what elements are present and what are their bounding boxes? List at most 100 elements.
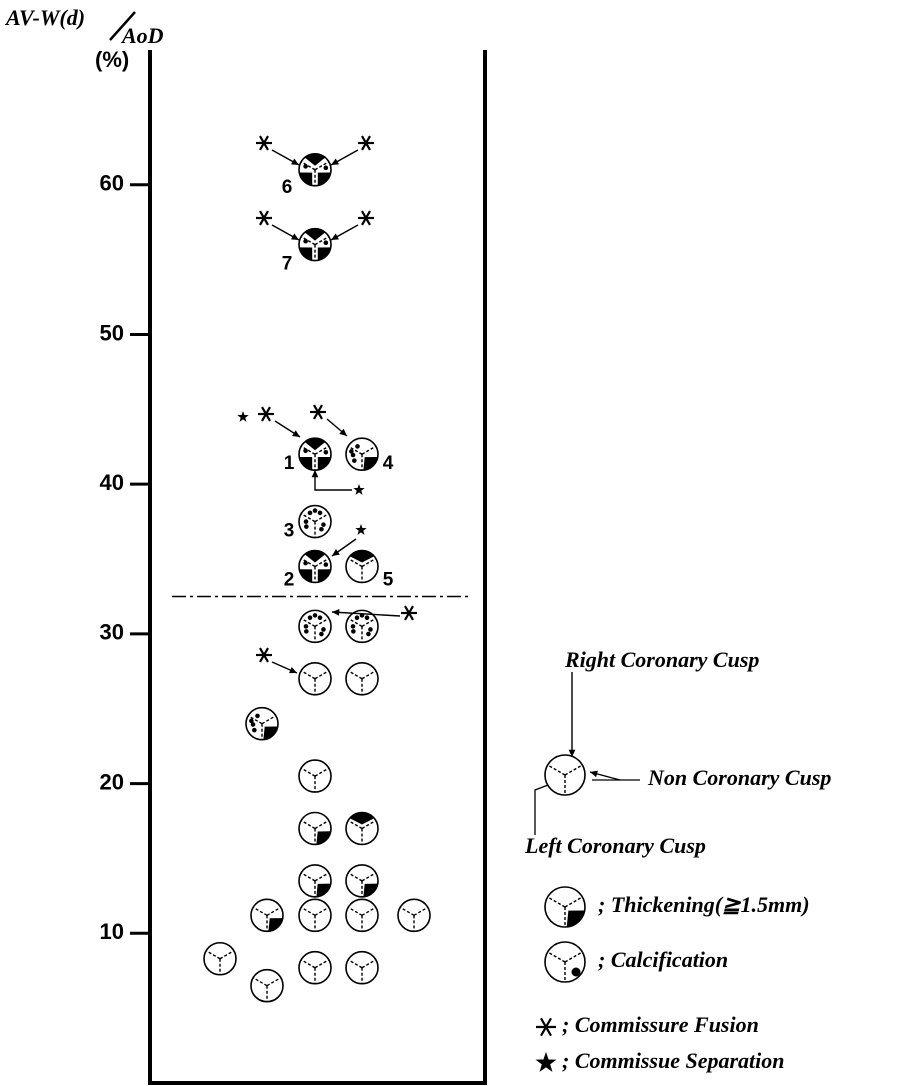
- calcification: [304, 629, 309, 634]
- valve-point: [298, 227, 332, 262]
- commissure: [300, 959, 316, 969]
- valve-point: [345, 950, 379, 985]
- valve-point: [345, 661, 379, 696]
- calcification: [318, 177, 324, 183]
- valve-point: [298, 661, 332, 696]
- leader: [534, 784, 549, 835]
- commissure: [361, 670, 377, 680]
- commissure: [300, 872, 316, 882]
- arrow: [331, 611, 401, 617]
- point-label: 7: [282, 254, 293, 275]
- thickening: [316, 831, 331, 845]
- commissure: [564, 764, 583, 776]
- commissure: [547, 764, 566, 776]
- arrow-head: [331, 158, 339, 165]
- star-symbol: [237, 411, 249, 422]
- commissure: [347, 959, 363, 969]
- commissure: [266, 977, 282, 987]
- commissure: [314, 872, 330, 882]
- calcification: [351, 629, 356, 634]
- y-label-denominator: AoD: [120, 23, 164, 48]
- commissure: [300, 617, 316, 627]
- commissure: [314, 236, 330, 246]
- valve-point: [203, 941, 237, 976]
- valve-point: [345, 437, 379, 472]
- calcification: [303, 624, 309, 629]
- y-tick-label: 40: [100, 470, 124, 495]
- calcification: [304, 176, 310, 182]
- calcification: [571, 967, 581, 977]
- valve-point: [298, 504, 332, 539]
- commissure: [300, 236, 316, 246]
- arrow-head: [332, 549, 340, 556]
- commissure: [547, 896, 566, 908]
- calcification: [308, 440, 314, 446]
- calcification: [312, 613, 318, 618]
- calcification: [316, 231, 322, 236]
- star-symbol: [535, 1052, 557, 1072]
- thickening: [363, 883, 378, 897]
- point-label: 4: [383, 453, 394, 474]
- calcification: [304, 573, 310, 578]
- valve-point: [298, 437, 332, 472]
- y-tick-label: 30: [100, 620, 124, 645]
- calcification: [366, 631, 371, 637]
- calcification: [249, 718, 254, 724]
- y-tick-label: 50: [100, 320, 124, 345]
- calcification: [303, 238, 308, 244]
- calcification: [308, 231, 314, 236]
- asterisk-symbol: [540, 1017, 552, 1037]
- calcification: [308, 156, 314, 161]
- arrow: [314, 475, 352, 491]
- point-label: 1: [284, 453, 295, 474]
- commissure: [266, 906, 282, 916]
- commissure: [205, 950, 221, 960]
- calcification: [303, 560, 308, 566]
- asterisk-symbol: [259, 647, 269, 663]
- calcification: [321, 522, 326, 527]
- commissure: [314, 767, 330, 777]
- commissure: [300, 670, 316, 680]
- valve-point: [345, 811, 379, 846]
- calcification: [304, 461, 310, 466]
- valve-point: [298, 152, 332, 187]
- calcification: [318, 462, 324, 467]
- asterisk-symbol: [261, 406, 271, 422]
- thickening: [349, 550, 375, 563]
- calcification: [355, 444, 360, 449]
- thickening: [566, 910, 585, 927]
- calcification: [252, 727, 257, 733]
- commissure: [247, 715, 263, 725]
- calcification: [323, 562, 329, 567]
- commissure: [314, 617, 330, 627]
- commissure: [300, 557, 316, 568]
- commissure: [347, 670, 363, 680]
- legend-text: ; Commissure Fusion: [562, 1012, 759, 1037]
- commissure: [314, 959, 330, 969]
- y-label-slash: [109, 11, 136, 41]
- calcification: [312, 508, 318, 513]
- star-symbol: [355, 524, 367, 535]
- commissure: [361, 872, 377, 882]
- calcification: [307, 615, 313, 621]
- commissure: [361, 959, 377, 969]
- commissure: [300, 767, 316, 777]
- calcification: [250, 722, 256, 727]
- calcification: [319, 631, 324, 637]
- commissure: [300, 161, 316, 171]
- commissure: [361, 819, 377, 830]
- arrow-head: [568, 749, 576, 757]
- thickening: [268, 918, 283, 932]
- legend-text: Non Coronary Cusp: [647, 765, 831, 790]
- commissure: [314, 445, 330, 455]
- commissure: [314, 670, 330, 680]
- calcification: [354, 615, 360, 621]
- asterisk-symbol: [361, 135, 371, 151]
- y-tick-label: 60: [100, 171, 124, 196]
- commissure: [261, 715, 277, 725]
- commissure: [314, 906, 330, 916]
- calcification: [317, 615, 323, 621]
- calcification: [368, 627, 373, 632]
- arrow-head: [291, 158, 299, 165]
